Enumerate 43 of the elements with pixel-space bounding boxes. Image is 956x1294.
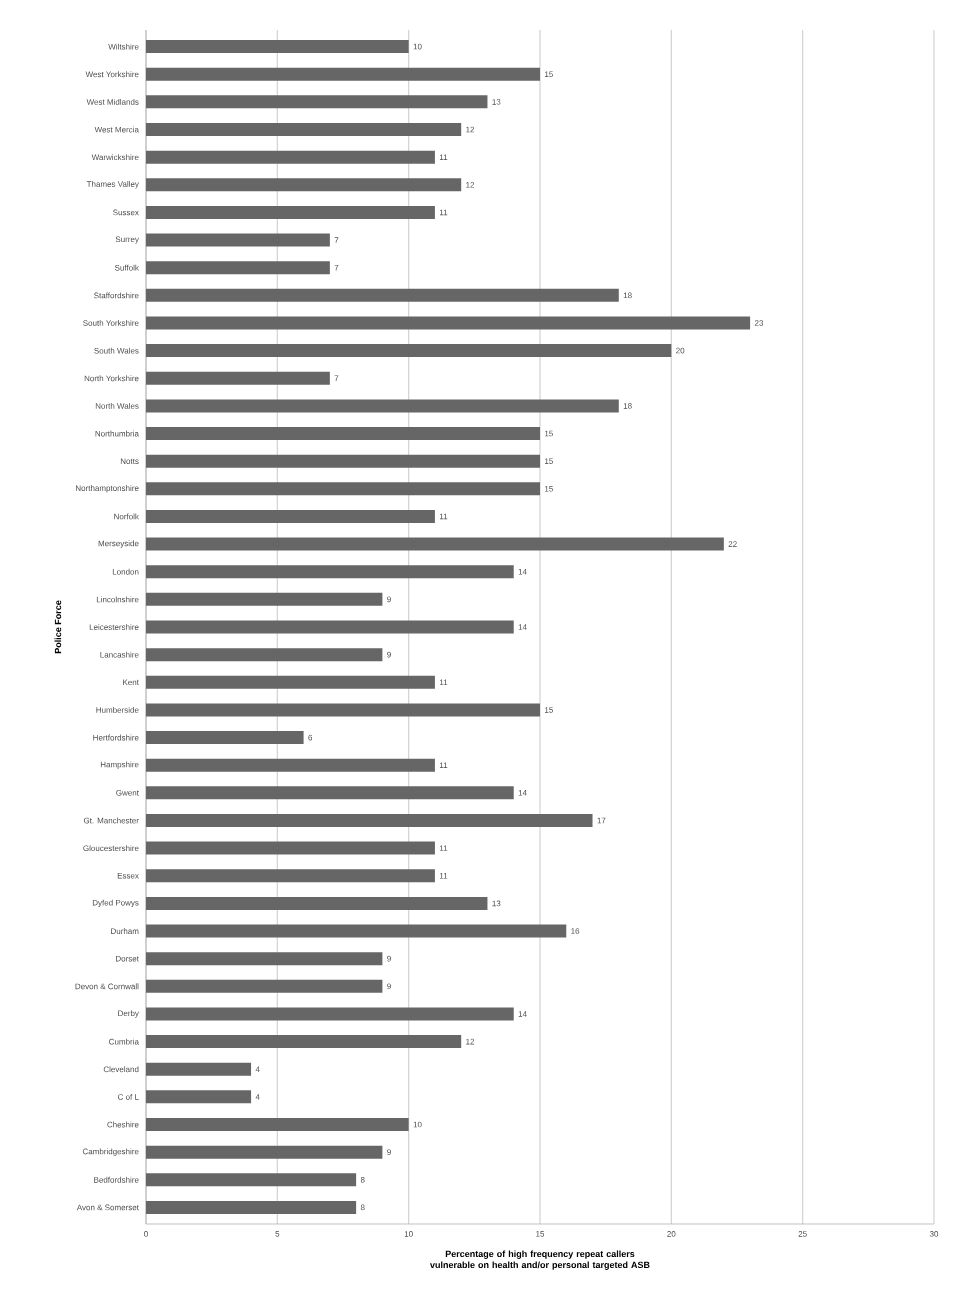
bar [146, 648, 383, 662]
bar [146, 924, 567, 938]
bar [146, 233, 330, 247]
bar [146, 731, 304, 745]
bar [146, 1090, 252, 1104]
bar [146, 565, 514, 579]
bar [146, 67, 540, 81]
bar [146, 150, 435, 164]
bar [146, 1035, 462, 1049]
bar [146, 288, 619, 302]
bar [146, 703, 540, 717]
bar [146, 1007, 514, 1021]
bar [146, 1118, 409, 1131]
bar [146, 952, 383, 966]
bar [146, 979, 383, 993]
bar [146, 261, 330, 275]
bar [146, 869, 435, 883]
bar [146, 399, 619, 413]
bar [146, 344, 672, 358]
bar [146, 786, 514, 800]
bar [146, 620, 514, 634]
bar [146, 813, 593, 827]
bar [146, 205, 435, 219]
bar [146, 1062, 252, 1076]
bar [146, 95, 488, 109]
bar [146, 758, 435, 772]
bar [146, 454, 540, 468]
bar [146, 1145, 383, 1159]
bar [146, 1173, 357, 1187]
bar [146, 592, 383, 606]
bar [146, 537, 724, 551]
bar [146, 675, 435, 689]
bar [146, 482, 540, 496]
bar [146, 40, 409, 54]
bar [146, 178, 462, 192]
bar [146, 427, 540, 441]
bar [146, 1200, 357, 1214]
bar [146, 316, 751, 330]
bar [146, 123, 462, 137]
bar [146, 509, 435, 523]
bar [146, 371, 330, 385]
bar [146, 896, 488, 910]
bar [146, 841, 435, 855]
